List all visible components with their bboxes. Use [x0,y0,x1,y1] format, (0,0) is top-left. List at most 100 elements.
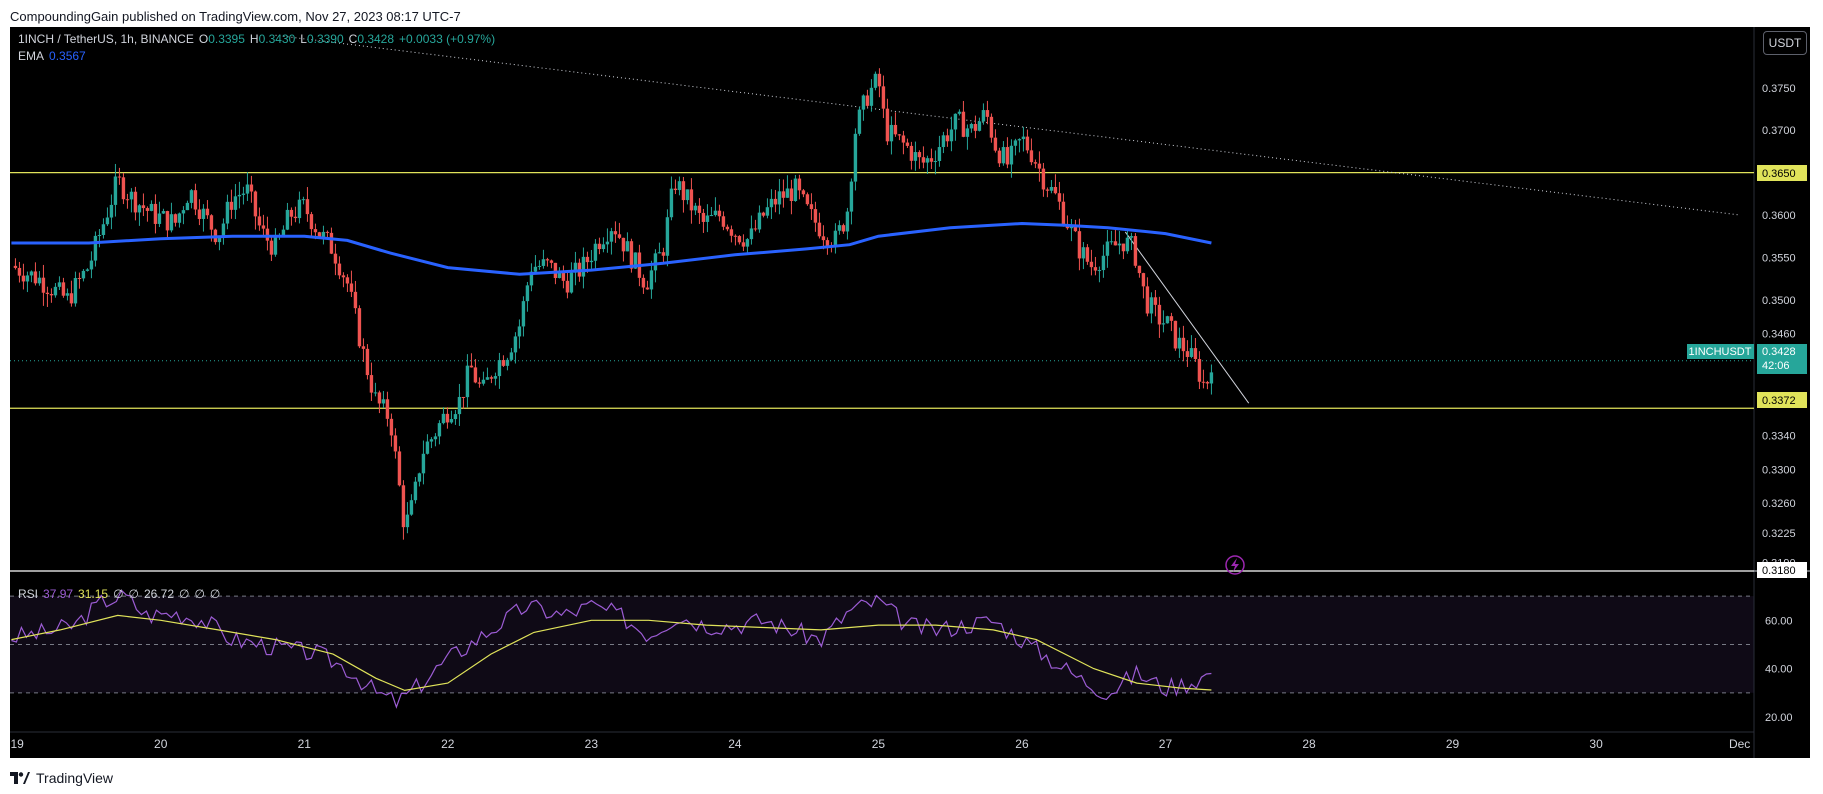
candle-body [1133,236,1138,266]
candle-body [725,226,730,230]
candle-body [1189,348,1194,357]
candle-body [537,265,542,267]
candle-body [97,234,102,236]
candle-body [993,137,998,151]
candle-body [557,271,562,279]
time-tick-label: 30 [1589,737,1603,751]
candle-body [365,348,370,376]
candle-body [1097,270,1102,272]
candle-body [969,123,974,129]
candle-body [749,228,754,240]
candle-body [629,241,634,269]
chart-svg[interactable]: 0.3750 0.3700 0.3600 0.3550 0.3500 0.3460 0.33… [10,27,1810,758]
candle-body [933,161,938,163]
candle-body [1157,304,1162,325]
candle-body [1017,139,1022,141]
candle-body [225,201,230,224]
candle-body [1121,243,1126,252]
candle-body [1165,316,1170,324]
candle-body [249,184,254,192]
level-bottom-label: 0.3180 [1762,565,1796,577]
symbol-name[interactable]: 1INCH / TetherUS, 1h, BINANCE [18,32,194,46]
rsi-label[interactable]: RSI [18,587,39,601]
published-header: CompoundingGain published on TradingView… [10,9,461,24]
candle-body [897,134,902,136]
candle-body [865,95,870,106]
candle-body [1201,381,1206,383]
trendline-1 [1124,231,1250,404]
candle-body [509,352,514,360]
candle-body [1057,193,1062,202]
rsi-sym-1: ∅ [113,587,124,601]
open-label: O [198,32,209,46]
candle-body [729,229,734,236]
candle-body [317,232,322,237]
candle-body [1129,236,1134,238]
candle-body [381,399,386,404]
candle-body [417,473,422,482]
chart-frame[interactable]: 0.3750 0.3700 0.3600 0.3550 0.3500 0.3460 0.33… [10,27,1810,758]
candle-body [349,283,354,292]
high-value: 0.3430 [258,32,296,46]
candle-body [245,184,250,194]
time-tick-label: 22 [441,737,455,751]
candle-body [1177,337,1182,349]
candle-body [581,256,586,277]
candle-body [173,214,178,223]
candle-body [217,237,222,243]
candle-body [613,231,618,235]
candle-body [985,110,990,117]
candle-body [513,336,518,353]
candle-body [773,198,778,205]
price-tick-label: 0.3225 [1762,528,1796,540]
candle-body [229,201,234,210]
candle-body [1197,359,1202,382]
candle-body [777,191,782,205]
ema-label[interactable]: EMA [18,49,45,63]
time-tick-label: 23 [585,737,599,751]
candle-body [425,441,430,454]
level-lower-bg [1757,392,1807,408]
candle-body [165,211,170,231]
candle-body [413,481,418,501]
flash-icon[interactable] [1225,555,1245,575]
candle-body [925,158,930,163]
candle-body [953,113,958,130]
price-tick-label: 0.3700 [1762,125,1796,137]
candle-body [1037,163,1042,169]
candle-body [1149,297,1154,314]
rsi-ma-line [11,614,1212,692]
candle-body [753,228,758,230]
candle-body [1005,147,1010,165]
level-upper-label: 0.3650 [1762,168,1796,180]
candle-body [373,392,378,394]
candle-body [605,241,610,245]
candle-body [505,359,510,366]
candle-body [1141,273,1146,287]
candle-body [733,235,738,237]
candle-body [1161,323,1166,325]
time-tick-label: Dec [1729,737,1750,751]
candle-body [297,199,302,219]
footer-brand[interactable]: TradingView [10,768,113,788]
symbol-tag-bg [1687,344,1754,359]
candle-body [341,275,346,278]
candle-body [997,150,1002,164]
candle-body [289,209,294,217]
candle-body [49,294,54,296]
candle-body [665,217,670,256]
candle-body [293,216,298,219]
candle-body [645,287,650,290]
candle-body [233,196,238,210]
time-tick-label: 19 [10,737,24,751]
symbol-tag: 1INCHUSDT [1689,346,1752,358]
currency-button[interactable]: USDT [1763,31,1807,55]
time-tick-label: 27 [1159,737,1173,751]
candle-body [809,204,814,210]
low-value: 0.3390 [306,32,344,46]
candle-body [641,277,646,288]
candle-body [169,214,174,231]
candle-body [877,73,882,87]
candle-body [617,234,622,238]
candle-body [721,216,726,227]
